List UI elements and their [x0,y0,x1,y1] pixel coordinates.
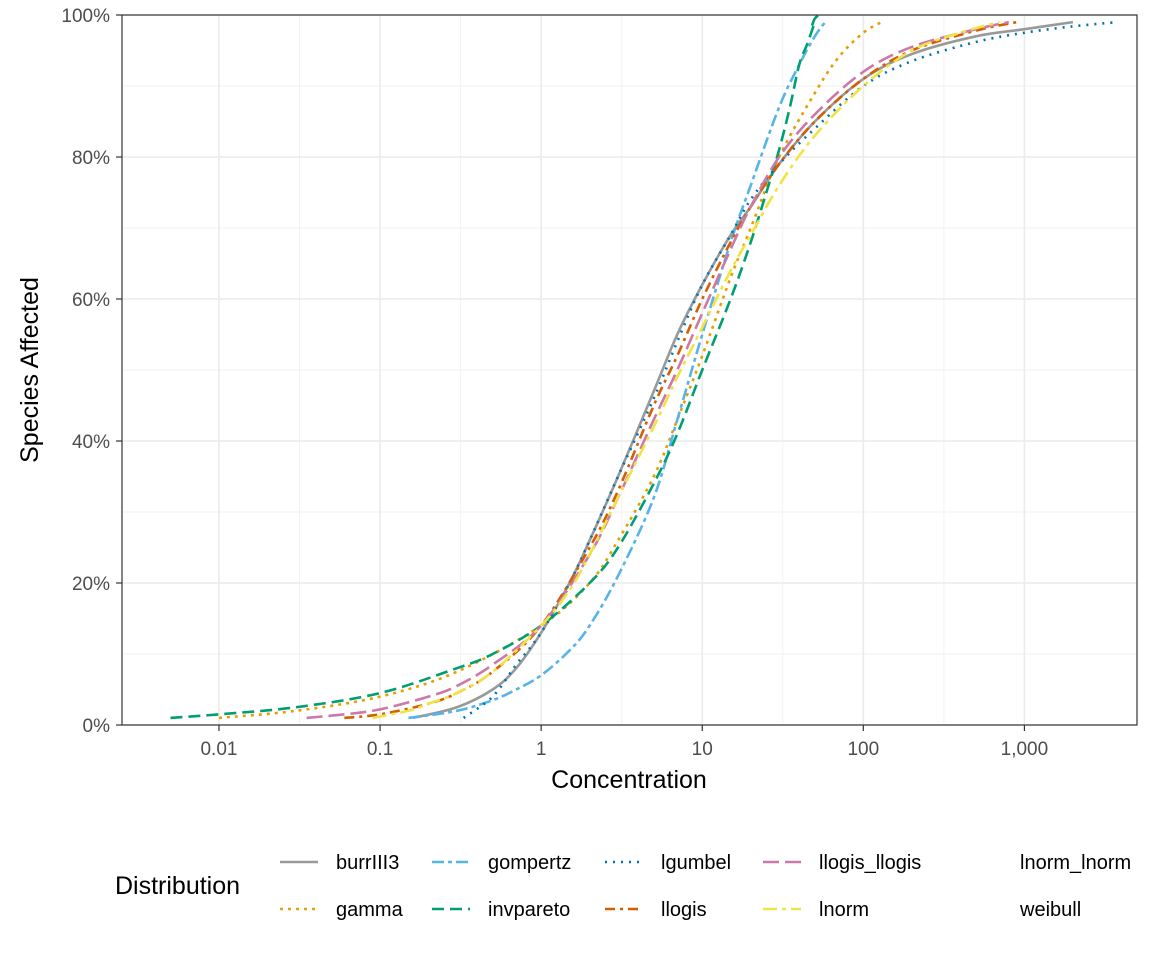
series-line-invpareto [170,21,817,720]
series-line-burrIII3 [412,20,1074,720]
x-axis: 0.01 0.1 1 10 100 1,000 [200,725,1048,760]
legend-item-gompertz: gompertz [432,852,571,874]
legend-item-llogis: llogis [605,899,707,921]
legend-label: invpareto [488,899,570,921]
legend-label: lgumbel [661,852,731,874]
y-tick-label: 60% [72,290,110,311]
legend-item-lgumbel: lgumbel [605,852,731,874]
x-tick-label: 10 [692,739,713,760]
y-tick-label: 0% [83,716,111,737]
y-tick-label: 40% [72,432,110,453]
legend-label: gompertz [488,852,571,874]
x-axis-title: Concentration [551,766,707,794]
y-tick-label: 80% [72,148,110,169]
legend: burrIII3 gamma gompertz invpareto lgumbel llo… [280,852,1131,921]
series-line-invpareto_head [810,13,820,27]
y-tick-label: 20% [72,574,110,595]
legend-item-invpareto: invpareto [432,899,570,921]
y-axis-title: Species Affected [16,277,44,463]
legend-label: lnorm [819,899,869,921]
series-layer [170,13,1118,720]
series-line-gamma [218,20,883,720]
legend-item-burrIII3: burrIII3 [280,852,399,874]
x-tick-label: 0.01 [200,739,237,760]
y-axis: 0% 20% 40% 60% 80% 100% [61,6,122,737]
series-line-gompertz [408,21,827,720]
legend-title: Distribution [115,872,240,900]
x-tick-label: 0.1 [367,739,393,760]
plot-panel-border [121,14,1138,726]
legend-item-lnorm: lnorm [763,899,869,921]
x-tick-label: 100 [847,739,879,760]
legend-item-lnorm_lnorm: lnorm_lnorm [1020,852,1131,874]
legend-label: llogis [661,899,707,921]
legend-item-weibull: weibull [1019,899,1081,921]
legend-label: llogis_llogis [819,852,921,874]
legend-label: burrIII3 [336,852,399,874]
legend-label: gamma [336,899,404,921]
series-line-llogis_llogis [306,20,1010,720]
legend-item-gamma: gamma [280,899,404,921]
series-line-lnorm [372,20,1000,720]
grid-minor [122,15,1137,725]
x-tick-label: 1,000 [1001,739,1049,760]
y-tick-label: 100% [61,6,110,27]
x-tick-label: 1 [536,739,547,760]
legend-label: weibull [1019,899,1081,921]
legend-label: lnorm_lnorm [1020,852,1131,874]
legend-item-llogis_llogis: llogis_llogis [763,852,921,874]
